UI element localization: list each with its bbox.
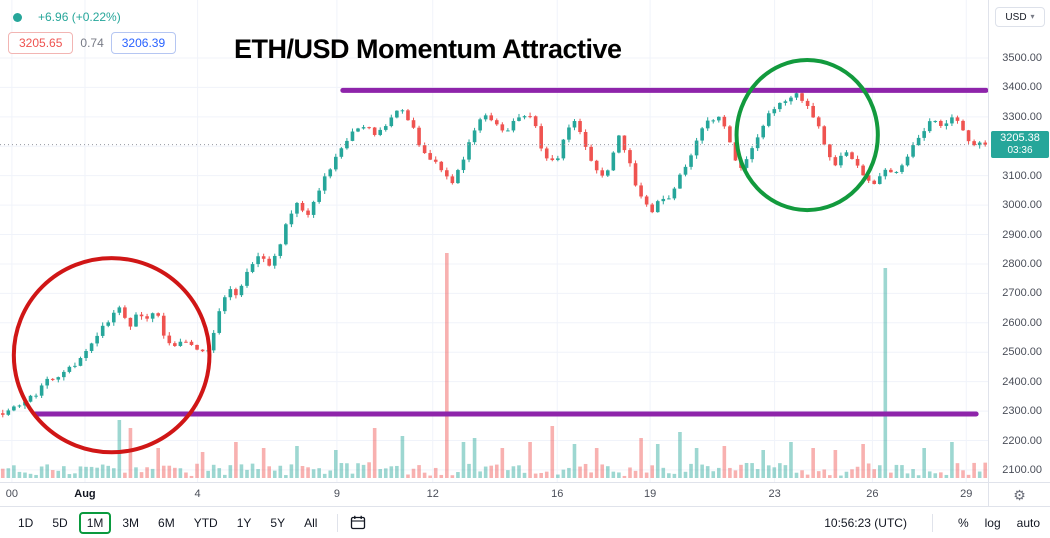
price-tick: 2400.00: [1002, 375, 1042, 388]
red-circle-annotation[interactable]: [11, 256, 212, 455]
bid-ask-panel: 3205.65 0.74 3206.39: [8, 32, 177, 54]
price-tick: 2300.00: [1002, 405, 1042, 418]
price-tick: 2900.00: [1002, 228, 1042, 241]
price-tick: 3100.00: [1002, 169, 1042, 182]
go-to-date-icon[interactable]: [350, 515, 366, 530]
chart-canvas[interactable]: [0, 0, 988, 482]
range-button-ytd[interactable]: YTD: [193, 515, 218, 530]
time-tick: 16: [551, 488, 564, 500]
auto-scale-button[interactable]: auto: [1016, 515, 1040, 530]
green-circle-annotation[interactable]: [734, 58, 880, 213]
gear-icon[interactable]: ⚙: [1013, 486, 1026, 503]
time-tick: 23: [768, 488, 781, 500]
market-status-dot: [13, 13, 22, 22]
time-tick: Aug: [74, 488, 96, 500]
price-tick: 3400.00: [1002, 81, 1042, 94]
percent-scale-button[interactable]: %: [957, 515, 969, 530]
bar-countdown: 03:36: [1007, 144, 1033, 156]
toolbar-right-group: 10:56:23 (UTC) % log auto: [824, 513, 1040, 532]
candles-layer: [0, 91, 988, 418]
time-tick: 26: [866, 488, 879, 500]
last-price-label[interactable]: 3205.38 03:36: [991, 130, 1049, 158]
time-tick: 29: [960, 488, 973, 500]
price-change-text: +6.96 (+0.22%): [38, 10, 121, 24]
range-button-3m[interactable]: 3M: [122, 515, 140, 530]
grid-layer: [0, 0, 988, 482]
range-button-5d[interactable]: 5D: [52, 515, 68, 530]
price-tick: 2700.00: [1002, 287, 1042, 300]
range-button-5y[interactable]: 5Y: [270, 515, 286, 530]
range-buttons: 1D 5D 1M 3M 6M YTD 1Y 5Y All: [10, 511, 325, 534]
bottom-toolbar: 1D 5D 1M 3M 6M YTD 1Y 5Y All 10:56:23 (UTC) % lo…: [0, 506, 1050, 538]
axis-settings-corner: ⚙: [988, 482, 1050, 506]
time-axis[interactable]: 00 Aug 4 9 12 16 19 23 26 29: [0, 482, 988, 506]
last-price-value: 3205.38: [1000, 131, 1040, 144]
time-tick: 4: [194, 488, 201, 500]
chart-area[interactable]: ETH/USD Momentum Attractive +6.96 (+0.22…: [0, 0, 988, 482]
price-tick: 2600.00: [1002, 316, 1042, 329]
price-axis[interactable]: USD ▾ 3500.003400.003300.003200.003100.0…: [988, 0, 1050, 482]
time-tick: 9: [333, 488, 340, 500]
sell-bid-button[interactable]: 3205.65: [8, 32, 74, 54]
price-tick: 2500.00: [1002, 346, 1042, 359]
price-tick: 2100.00: [1002, 463, 1042, 476]
price-tick: 3000.00: [1002, 199, 1042, 212]
spread-value: 0.74: [80, 36, 104, 50]
currency-dropdown[interactable]: USD ▾: [995, 7, 1045, 27]
time-tick: 19: [643, 488, 657, 500]
price-tick: 3500.00: [1002, 51, 1042, 64]
log-scale-button[interactable]: log: [984, 515, 1001, 530]
currency-label: USD: [1005, 11, 1027, 23]
chevron-down-icon: ▾: [1030, 12, 1035, 21]
range-button-1y[interactable]: 1Y: [236, 515, 252, 530]
toolbar-divider: [931, 513, 933, 532]
price-tick: 2800.00: [1002, 257, 1042, 270]
toolbar-divider: [337, 513, 339, 532]
range-button-6m[interactable]: 6M: [158, 515, 175, 530]
time-tick: 12: [426, 488, 439, 500]
price-tick: 2200.00: [1002, 434, 1042, 447]
buy-ask-button[interactable]: 3206.39: [110, 32, 177, 54]
chart-title-annotation[interactable]: ETH/USD Momentum Attractive: [234, 34, 622, 64]
range-button-all[interactable]: All: [304, 515, 318, 530]
time-tick: 00: [5, 488, 18, 500]
range-button-1d[interactable]: 1D: [18, 515, 34, 530]
price-tick: 3300.00: [1002, 110, 1042, 123]
range-button-1m[interactable]: 1M: [78, 511, 112, 534]
range-button-group: 1D 5D 1M 3M 6M YTD 1Y 5Y All: [10, 511, 366, 534]
volume-layer: [0, 253, 988, 478]
session-clock[interactable]: 10:56:23 (UTC): [824, 515, 907, 530]
